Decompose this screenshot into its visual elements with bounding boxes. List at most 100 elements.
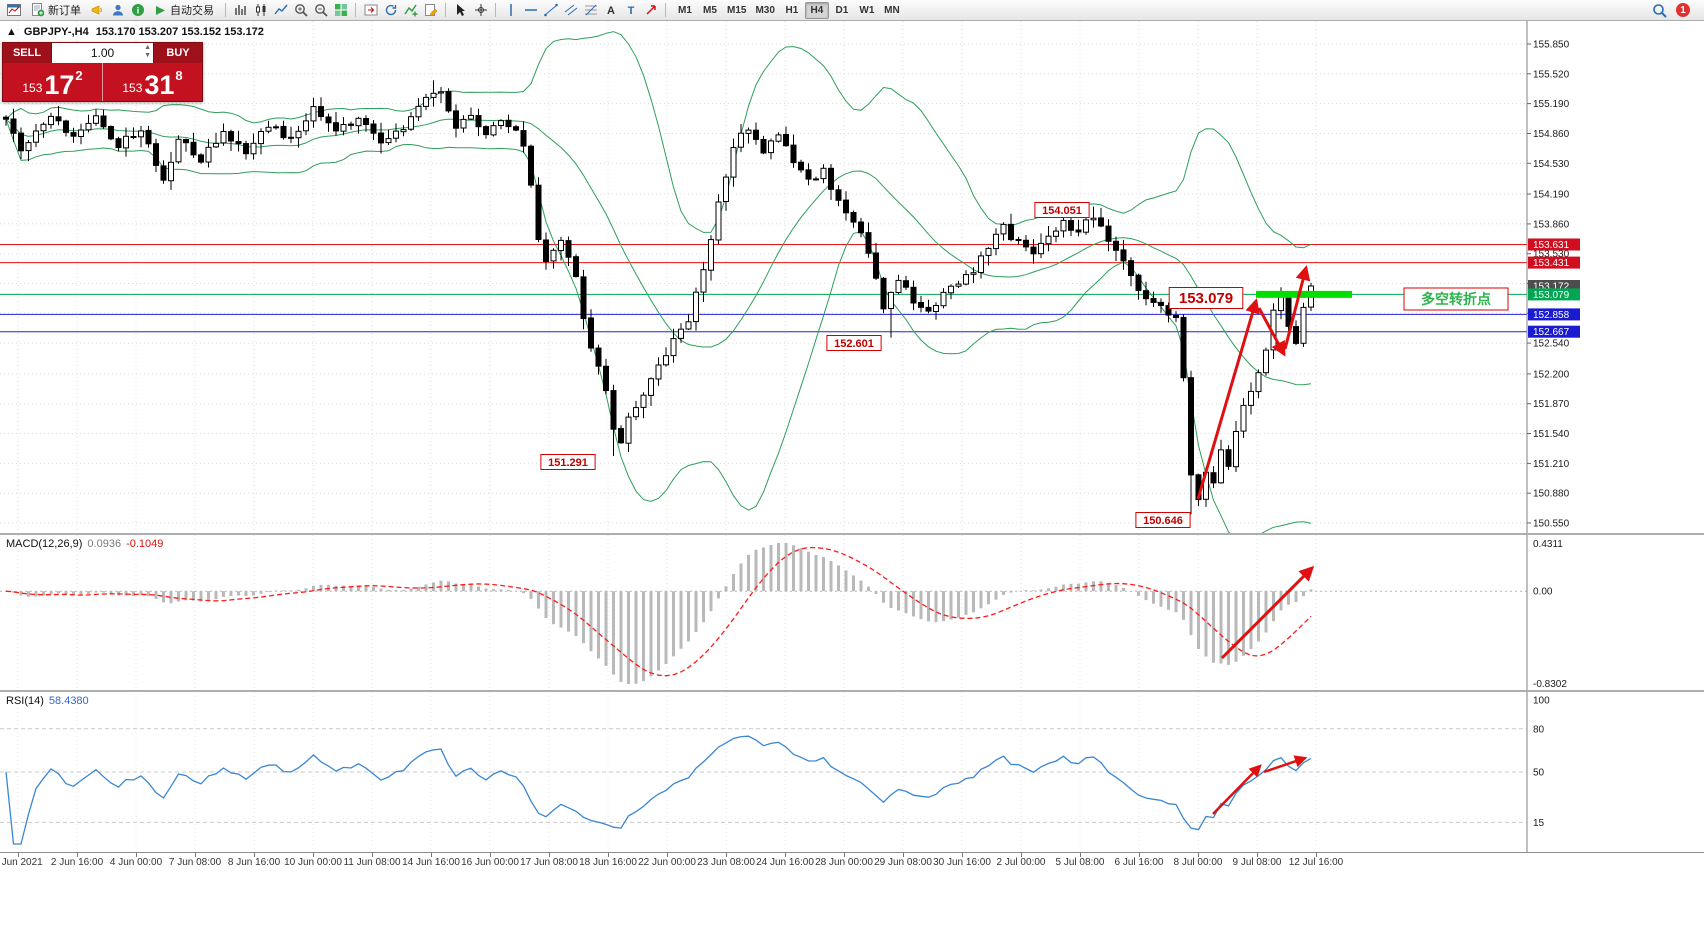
volume-up-icon[interactable]: ▲ xyxy=(144,44,151,51)
chart-window-icon[interactable] xyxy=(4,2,23,19)
svg-text:153.431: 153.431 xyxy=(1533,258,1570,269)
axis-price-marker: 153.431 xyxy=(1528,256,1580,269)
time-label: 2 Jun 16:00 xyxy=(50,857,104,868)
cursor-icon[interactable] xyxy=(451,2,470,19)
sell-button[interactable]: SELL xyxy=(3,43,51,63)
panel-separator[interactable] xyxy=(0,533,1704,535)
zoom-out-icon[interactable] xyxy=(311,2,330,19)
trend-arrow xyxy=(1283,265,1311,350)
tile-windows-icon[interactable] xyxy=(331,2,350,19)
support-icon[interactable] xyxy=(108,2,127,19)
timeframe-m5[interactable]: M5 xyxy=(698,2,722,19)
sell-price-button[interactable]: 153 17 2 xyxy=(3,63,103,101)
ohlc-values: 153.170 153.207 153.152 153.172 xyxy=(95,26,264,38)
notification-badge[interactable]: 1 xyxy=(1676,3,1690,17)
volume-spinner[interactable]: ▲ ▼ xyxy=(144,44,151,60)
chart-ohlc-header: ▲ GBPJPY-,H4 153.170 153.207 153.152 153… xyxy=(6,26,264,38)
panel-separator[interactable] xyxy=(0,690,1704,692)
svg-text:A: A xyxy=(607,5,615,17)
volume-input[interactable]: 1.00 ▲ ▼ xyxy=(51,43,154,63)
play-icon xyxy=(154,2,167,19)
axis-price-marker: 152.858 xyxy=(1528,308,1580,321)
new-order-button[interactable]: 新订单 xyxy=(24,2,87,19)
timeframe-mn[interactable]: MN xyxy=(880,2,904,19)
auto-scroll-icon[interactable] xyxy=(381,2,400,19)
time-label: 24 Jun 16:00 xyxy=(756,857,814,868)
community-icon[interactable]: i xyxy=(128,2,147,19)
macd-label: MACD(12,26,9) 0.0936 -0.1049 xyxy=(6,538,163,550)
svg-text:151.540: 151.540 xyxy=(1533,429,1570,440)
price-label: 151.291 xyxy=(540,454,596,470)
timeframe-h1[interactable]: H1 xyxy=(780,2,804,19)
time-axis[interactable]: 1 Jun 2021 2 Jun 16:00 4 Jun 00:00 7 Jun 08… xyxy=(0,852,1704,872)
timeframe-m30[interactable]: M30 xyxy=(751,2,778,19)
auto-trading-label: 自动交易 xyxy=(170,5,214,17)
timeframe-m15[interactable]: M15 xyxy=(723,2,750,19)
volume-down-icon[interactable]: ▼ xyxy=(144,52,151,59)
buy-price-button[interactable]: 153 31 8 xyxy=(103,63,202,101)
svg-text:152.858: 152.858 xyxy=(1533,310,1570,321)
trendline-icon[interactable] xyxy=(541,2,560,19)
timeframe-h4[interactable]: H4 xyxy=(804,1,829,19)
time-label: 4 Jun 00:00 xyxy=(109,857,163,868)
main-toolbar: 新订单 i 自动交易 A T M1 M5 M15 M30 H1 H4 D1 W1… xyxy=(0,0,1704,21)
trend-arrow xyxy=(1263,755,1308,774)
candlestick-chart-icon[interactable] xyxy=(251,2,270,19)
time-label: 9 Jul 08:00 xyxy=(1232,857,1282,868)
chart-shift-icon[interactable] xyxy=(361,2,380,19)
vertical-line-icon[interactable] xyxy=(501,2,520,19)
zoom-in-icon[interactable] xyxy=(291,2,310,19)
macd-name: MACD(12,26,9) xyxy=(6,538,83,550)
svg-text:0.4311: 0.4311 xyxy=(1533,539,1563,550)
rsi-label: RSI(14) 58.4380 xyxy=(6,695,89,707)
svg-text:153.172: 153.172 xyxy=(1533,282,1570,293)
text-icon[interactable]: A xyxy=(601,2,620,19)
rsi-chart[interactable]: 100 80 50 15 xyxy=(0,692,1704,852)
main-chart[interactable]: 154.051 153.079 152.601 151.291 150.646 多空转折点… xyxy=(0,21,1704,533)
volume-value: 1.00 xyxy=(90,46,115,60)
time-label: 23 Jun 08:00 xyxy=(697,857,755,868)
time-label: 8 Jul 00:00 xyxy=(1173,857,1223,868)
time-label: 17 Jun 08:00 xyxy=(520,857,578,868)
macd-histogram xyxy=(12,543,1313,684)
macd-panel[interactable]: 0.4311 0.00 -0.8302 MACD(12,26,9) 0.0936 -0.… xyxy=(0,535,1704,690)
svg-text:154.860: 154.860 xyxy=(1533,129,1570,140)
price-label: 152.601 xyxy=(826,335,882,351)
timeframe-d1[interactable]: D1 xyxy=(830,2,854,19)
svg-text:152.200: 152.200 xyxy=(1533,369,1570,380)
one-click-trading-panel: SELL 1.00 ▲ ▼ BUY 153 17 2 153 31 8 xyxy=(2,42,203,102)
rsi-panel[interactable]: 100 80 50 15 RSI(14) 58.4380 xyxy=(0,692,1704,852)
svg-text:151.870: 151.870 xyxy=(1533,399,1570,410)
crosshair-icon[interactable] xyxy=(471,2,490,19)
timeframe-m1[interactable]: M1 xyxy=(673,2,697,19)
svg-text:150.646: 150.646 xyxy=(1143,515,1183,527)
auto-trading-button[interactable]: 自动交易 xyxy=(148,2,220,19)
timeframe-w1[interactable]: W1 xyxy=(855,2,879,19)
candles xyxy=(3,80,1314,515)
templates-icon[interactable] xyxy=(421,2,440,19)
time-label: 5 Jul 08:00 xyxy=(1055,857,1105,868)
alerts-icon[interactable] xyxy=(88,2,107,19)
buy-price-main: 31 xyxy=(144,70,175,100)
bollinger-bands xyxy=(5,31,1312,533)
channel-icon[interactable] xyxy=(561,2,580,19)
svg-text:50: 50 xyxy=(1533,768,1545,779)
fibonacci-icon[interactable] xyxy=(581,2,600,19)
svg-text:i: i xyxy=(136,6,139,16)
time-label: 8 Jun 16:00 xyxy=(227,857,281,868)
label-icon[interactable]: T xyxy=(621,2,640,19)
bar-chart-icon[interactable] xyxy=(231,2,250,19)
main-chart-panel[interactable]: 154.051 153.079 152.601 151.291 150.646 多空转折点… xyxy=(0,21,1704,533)
macd-chart[interactable]: 0.4311 0.00 -0.8302 xyxy=(0,535,1704,690)
horizontal-line-icon[interactable] xyxy=(521,2,540,19)
price-label: 153.079 xyxy=(1168,287,1244,309)
arrows-icon[interactable] xyxy=(641,2,660,19)
sell-price-prefix: 153 xyxy=(22,81,43,95)
search-icon[interactable] xyxy=(1650,2,1669,19)
indicators-icon[interactable] xyxy=(401,2,420,19)
time-label: 6 Jul 16:00 xyxy=(1114,857,1164,868)
svg-text:154.190: 154.190 xyxy=(1533,190,1570,201)
buy-button[interactable]: BUY xyxy=(154,43,202,63)
svg-text:150.880: 150.880 xyxy=(1533,489,1570,500)
line-chart-icon[interactable] xyxy=(271,2,290,19)
